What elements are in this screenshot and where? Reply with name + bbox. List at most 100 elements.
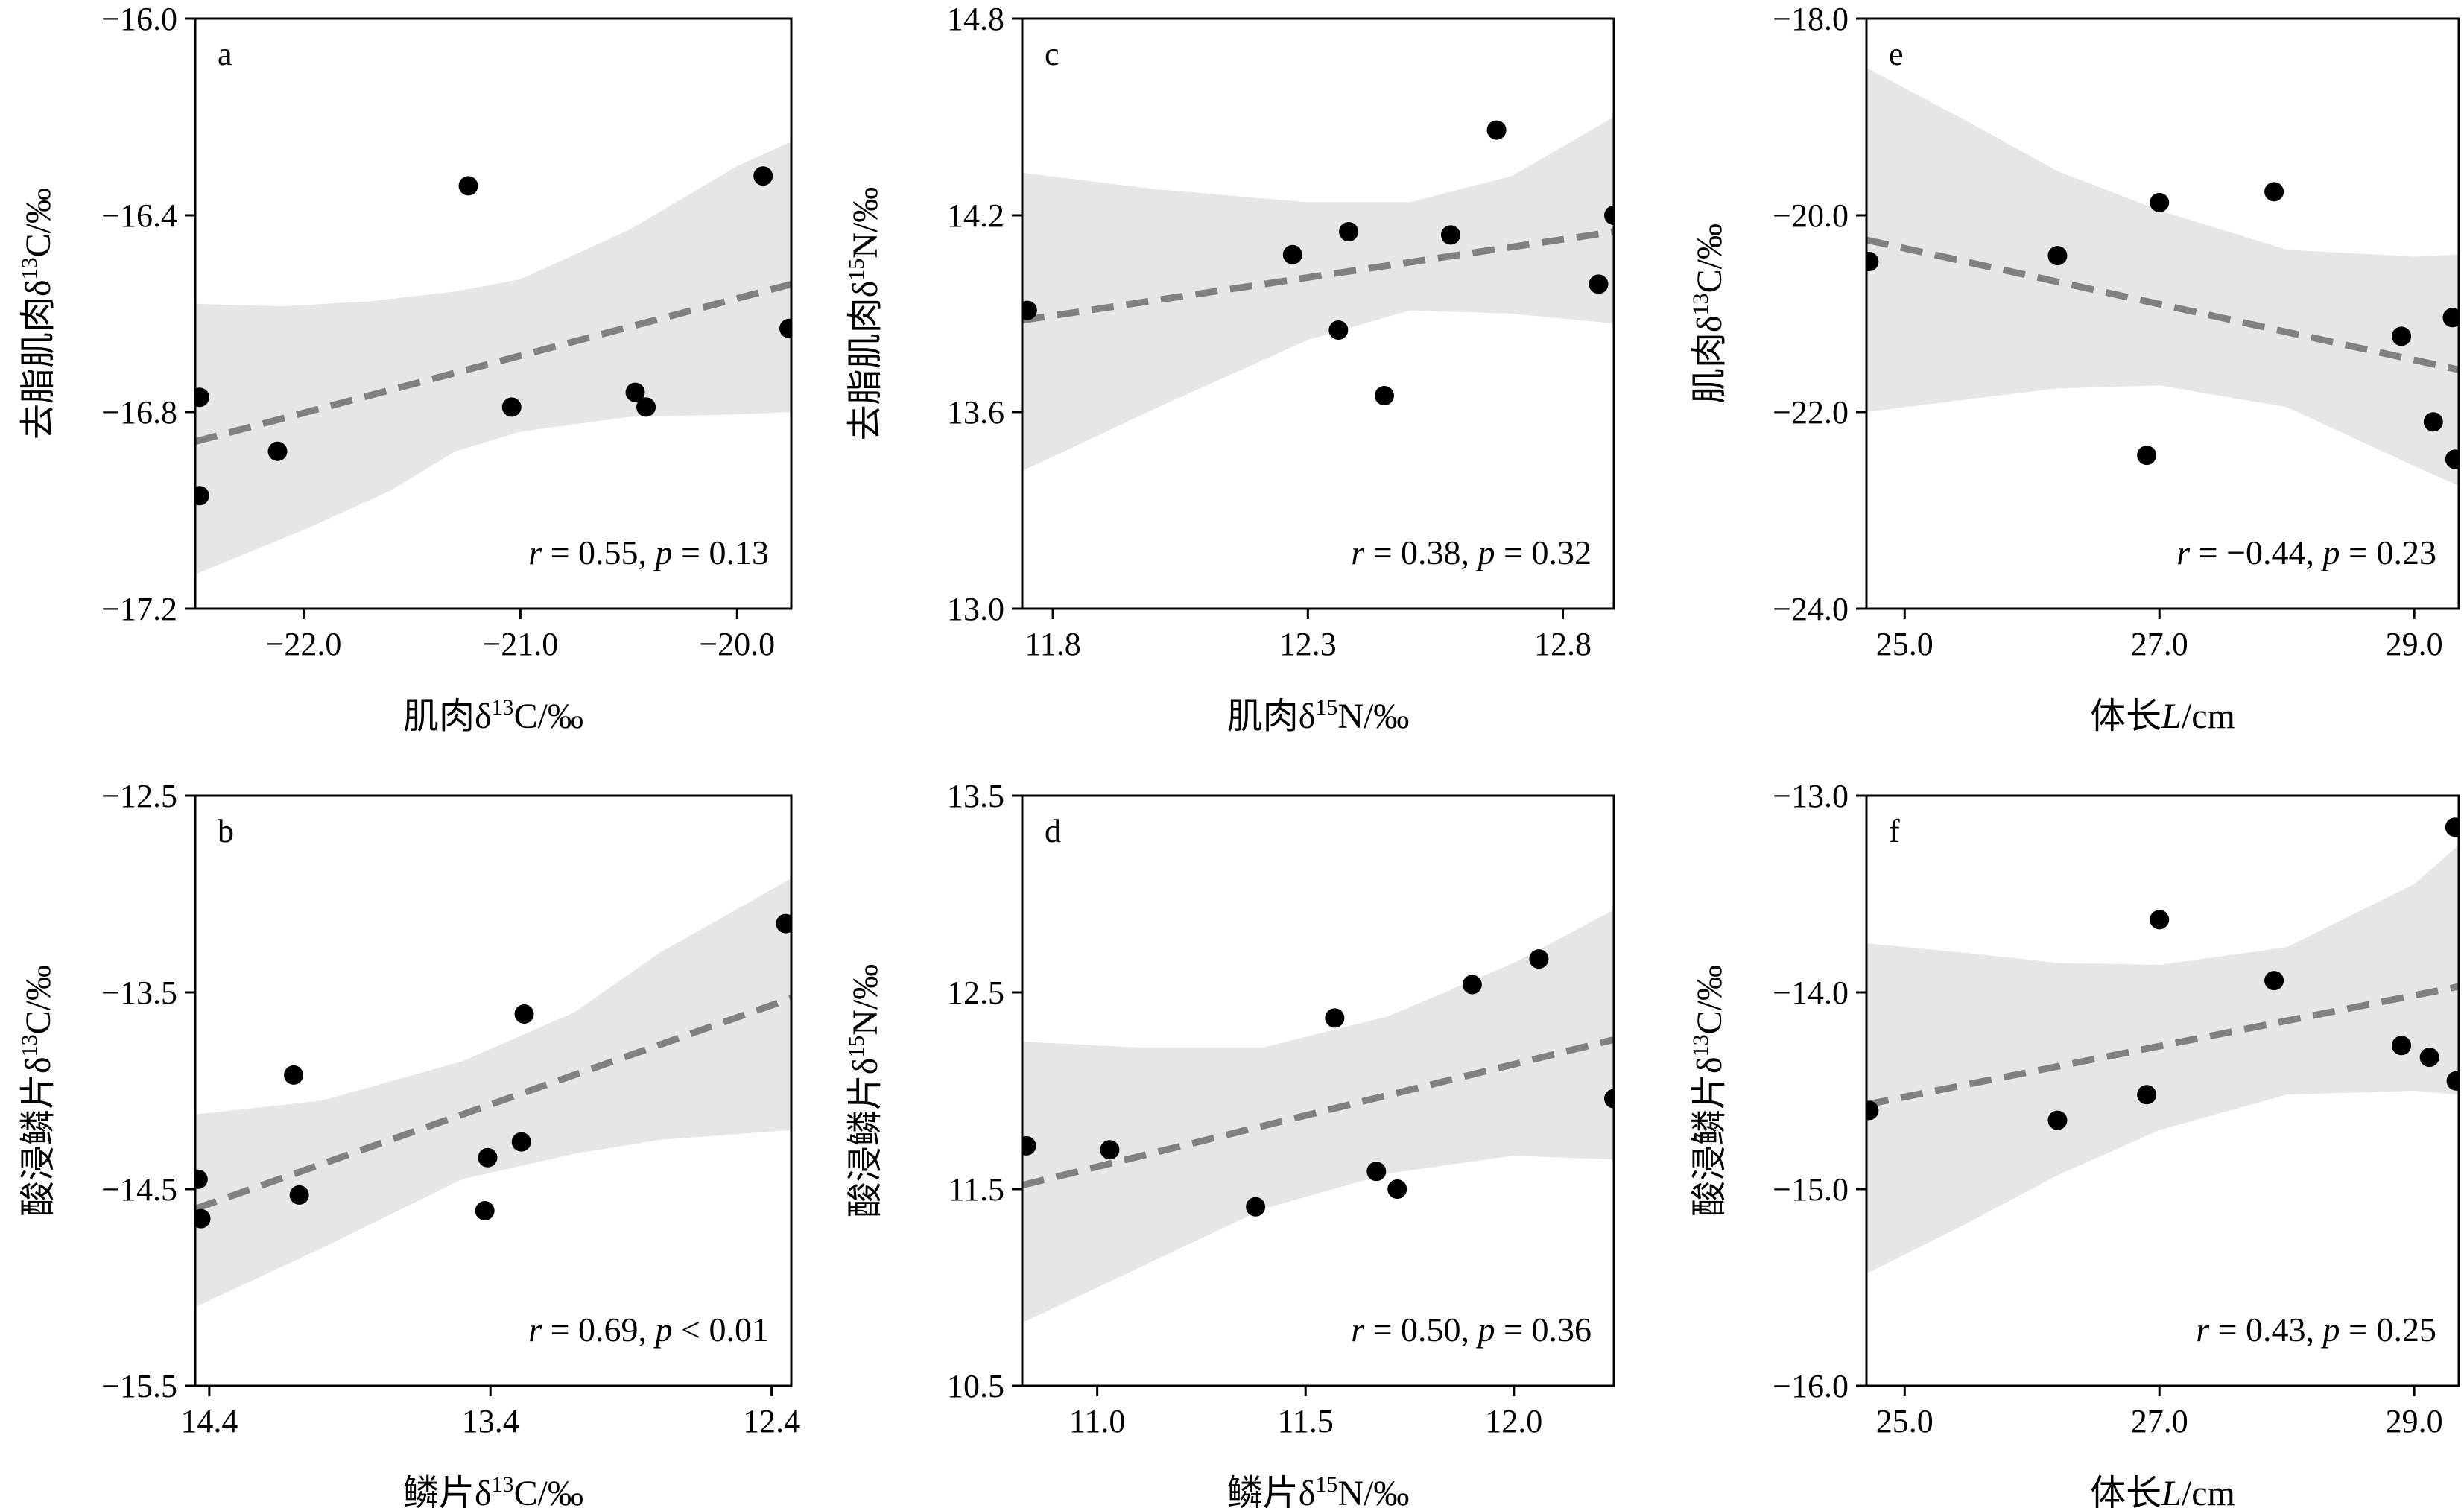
x-axis-title: 肌肉δ13C/‰ (403, 695, 583, 736)
data-point (511, 1132, 531, 1152)
data-point (2446, 1071, 2459, 1091)
x-tick-label: 12.0 (1485, 1403, 1542, 1439)
data-point (776, 913, 791, 934)
data-point (2392, 326, 2412, 346)
correlation-stats: r = 0.43, p = 0.25 (2196, 1311, 2436, 1349)
x-tick-label: 27.0 (2131, 1403, 2188, 1439)
stat-r-value: = 0.55, (542, 533, 655, 571)
panel-letter: b (218, 813, 234, 849)
data-point (478, 1147, 498, 1168)
y-tick-label: 10.5 (947, 1368, 1004, 1404)
stat-p-value: = 0.32 (1495, 533, 1592, 571)
confidence-band (195, 142, 791, 574)
panel-b: 14.4 13.4 12.4 −15.5 −14.5 −13.5 −12.5 b r = 0.6… (17, 778, 800, 1508)
panel-letter: c (1045, 36, 1060, 72)
panel-e: 25.0 27.0 29.0 −24.0 −22.0 −20.0 −18.0 e r = −0.… (1688, 1, 2460, 736)
data-point (2442, 308, 2459, 328)
x-axis-title: 鳞片δ15N/‰ (1227, 1472, 1410, 1508)
stat-r-value: = 0.38, (1364, 533, 1478, 571)
data-point (1866, 252, 1879, 272)
stat-r-label: r (2176, 533, 2191, 571)
data-point (1339, 222, 1359, 241)
x-tick-label: 11.8 (1024, 626, 1080, 662)
data-point (2047, 246, 2068, 266)
stat-p-label: p (1476, 1311, 1495, 1349)
x-tick-label: 12.8 (1534, 626, 1592, 662)
y-tick-label: −13.5 (101, 975, 177, 1011)
data-point (1374, 386, 1394, 405)
data-point (1246, 1197, 1266, 1217)
y-axis-title: 酸浸鳞片δ13C/‰ (17, 965, 58, 1217)
y-tick-label: −12.5 (101, 778, 177, 814)
x-tick-label: 29.0 (2386, 626, 2443, 662)
data-point (2137, 1085, 2157, 1105)
y-tick-label: −15.5 (101, 1368, 177, 1404)
data-point (2150, 910, 2170, 930)
stat-p-label: p (2321, 1311, 2340, 1349)
plot-area (1866, 68, 2459, 486)
data-point (195, 1208, 211, 1229)
regression-line (195, 995, 791, 1212)
correlation-stats: r = 0.50, p = 0.36 (1351, 1311, 1592, 1349)
data-point (1462, 975, 1482, 995)
regression-line (1866, 236, 2459, 373)
data-point (1325, 1008, 1345, 1028)
axes-frame (1865, 17, 2460, 610)
y-tick-label: −18.0 (1773, 1, 1849, 37)
data-point (458, 176, 478, 196)
y-tick-label: −16.4 (101, 197, 177, 234)
panel-a: −22.0 −21.0 −20.0 −17.2 −16.8 −16.4 −16.0 a r = … (17, 1, 793, 736)
data-point (2150, 192, 2170, 212)
data-point (1604, 206, 1614, 225)
data-point (195, 486, 209, 506)
correlation-stats: r = 0.69, p < 0.01 (528, 1311, 769, 1349)
panel-c: 11.8 12.3 12.8 13.0 13.6 14.2 14.8 c r = 0.38, p… (844, 1, 1615, 736)
data-point (284, 1065, 304, 1085)
x-tick-label: 13.4 (462, 1403, 519, 1439)
y-tick-label: −20.0 (1773, 197, 1849, 234)
correlation-stats: r = 0.55, p = 0.13 (528, 533, 769, 571)
y-tick-label: 13.6 (947, 394, 1004, 431)
y-tick-label: −16.8 (101, 394, 177, 431)
stat-r-value: = −0.44, (2190, 533, 2322, 571)
panel-letter: e (1889, 36, 1904, 72)
data-point (514, 1004, 534, 1024)
x-tick-label: 29.0 (2386, 1403, 2443, 1439)
data-point (1589, 274, 1609, 294)
y-tick-label: 14.2 (947, 197, 1004, 234)
data-point (779, 318, 791, 338)
stat-p-label: p (653, 1311, 673, 1349)
x-tick-label: 12.3 (1279, 626, 1337, 662)
data-point (1529, 949, 1549, 969)
data-point (2392, 1036, 2412, 1056)
y-tick-label: 13.5 (947, 778, 1004, 814)
data-point (2137, 446, 2157, 466)
data-point (2047, 1110, 2068, 1130)
x-axis-title: 体长L/cm (2090, 1474, 2235, 1508)
panel-letter: a (218, 36, 232, 72)
regression-line (1022, 1036, 1614, 1189)
confidence-band (1866, 68, 2459, 486)
y-axis-title: 酸浸鳞片δ13C/‰ (1688, 965, 1729, 1217)
stat-p-value: = 0.36 (1495, 1311, 1592, 1349)
data-point (1328, 320, 1349, 340)
plot-area (1866, 817, 2459, 1274)
x-tick-label: 11.0 (1069, 1403, 1125, 1439)
data-point (1022, 300, 1037, 320)
y-axis-title: 酸浸鳞片δ15N/‰ (844, 964, 885, 1218)
data-point (267, 441, 288, 461)
y-tick-label: −22.0 (1773, 394, 1849, 431)
y-tick-label: −17.2 (101, 591, 177, 627)
y-axis-title: 肌肉δ13C/‰ (1688, 224, 1729, 404)
data-point (1387, 1179, 1407, 1199)
y-axis-title: 去脂肌肉δ15N/‰ (844, 187, 885, 441)
y-tick-label: −13.0 (1773, 778, 1849, 814)
stat-p-label: p (2321, 533, 2340, 571)
stat-r-value: = 0.43, (2209, 1311, 2322, 1349)
confidence-band (195, 878, 791, 1308)
correlation-stats: r = −0.44, p = 0.23 (2176, 533, 2436, 571)
y-tick-label: −14.0 (1773, 975, 1849, 1011)
y-tick-label: 12.5 (947, 975, 1004, 1011)
y-tick-label: 11.5 (948, 1171, 1004, 1208)
